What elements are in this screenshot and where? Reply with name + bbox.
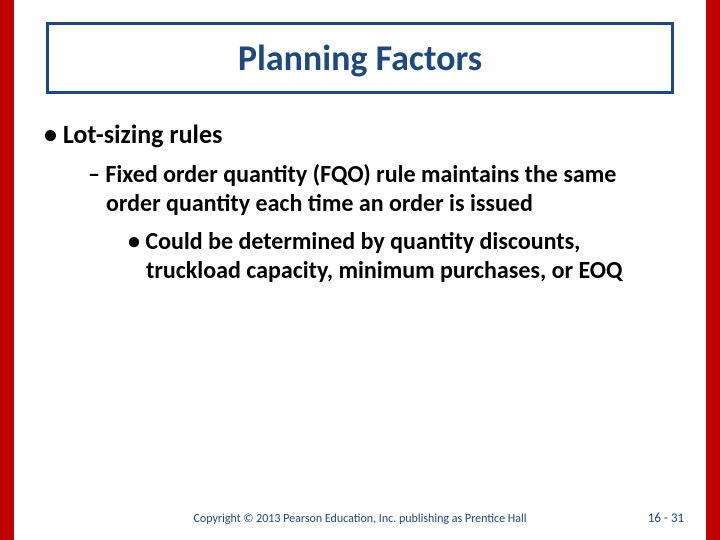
slide: Planning Factors Lot-sizing rules Fixed … bbox=[0, 0, 720, 540]
slide-title: Planning Factors bbox=[238, 36, 482, 80]
copyright-text: Copyright © 2013 Pearson Education, Inc.… bbox=[14, 512, 706, 526]
page-number: 16 - 31 bbox=[648, 511, 684, 526]
content-area: Lot-sizing rules Fixed order quantity (F… bbox=[44, 118, 676, 285]
title-box: Planning Factors bbox=[46, 22, 674, 94]
bullet-level-2: Fixed order quantity (FQO) rule maintain… bbox=[106, 160, 676, 219]
bullet-level-3: Could be determined by quantity discount… bbox=[146, 227, 676, 286]
bullet-level-1: Lot-sizing rules bbox=[62, 118, 676, 150]
